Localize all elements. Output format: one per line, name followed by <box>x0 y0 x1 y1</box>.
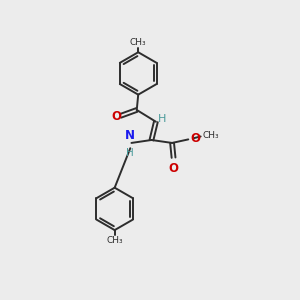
Text: O: O <box>111 110 121 123</box>
Text: O: O <box>169 162 178 176</box>
Text: N: N <box>125 129 135 142</box>
Text: O: O <box>190 132 201 145</box>
Text: H: H <box>126 148 134 158</box>
Text: CH₃: CH₃ <box>106 236 123 245</box>
Text: CH₃: CH₃ <box>130 38 146 47</box>
Text: CH₃: CH₃ <box>202 131 219 140</box>
Text: H: H <box>158 114 166 124</box>
